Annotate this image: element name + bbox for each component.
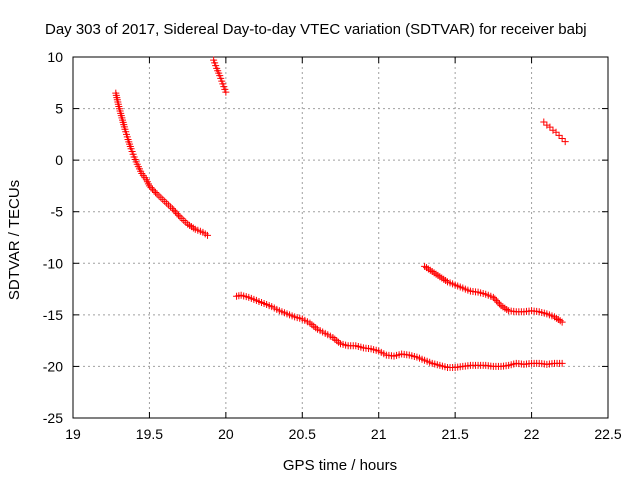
x-tick-label: 20	[218, 426, 234, 442]
data-point-marker	[174, 211, 182, 219]
data-point-marker	[558, 134, 566, 142]
series-track-a	[112, 89, 212, 239]
data-point-marker	[558, 359, 566, 367]
x-tick-label: 21	[371, 426, 387, 442]
data-point-marker	[204, 231, 212, 239]
data-point-marker	[540, 118, 548, 126]
data-point-marker	[150, 187, 158, 195]
data-point-marker	[180, 216, 188, 224]
x-tick-label: 22.5	[594, 426, 621, 442]
data-point-marker	[155, 192, 163, 200]
y-tick-label: 5	[55, 101, 63, 117]
data-point-marker	[168, 205, 176, 213]
data-points	[112, 56, 569, 371]
data-point-marker	[178, 215, 186, 223]
data-point-marker	[159, 196, 167, 204]
series-track-d	[421, 262, 566, 326]
x-tick-label: 19	[65, 426, 81, 442]
data-point-marker	[163, 199, 171, 207]
data-point-marker	[558, 318, 566, 326]
y-axis-label: SDTVAR / TECUs	[6, 180, 23, 300]
data-point-marker	[170, 206, 178, 214]
y-tick-label: 10	[47, 49, 63, 65]
data-point-marker	[489, 293, 497, 301]
x-axis-label: GPS time / hours	[283, 457, 397, 474]
data-point-marker	[552, 128, 560, 136]
data-point-marker	[333, 337, 341, 345]
y-tick-label: -15	[43, 307, 63, 323]
data-point-marker	[153, 190, 161, 198]
data-point-marker	[222, 88, 230, 96]
data-point-marker	[166, 203, 174, 211]
data-point-marker	[492, 297, 500, 305]
x-tick-label: 20.5	[289, 426, 316, 442]
y-tick-label: -20	[43, 358, 63, 374]
series-track-b	[210, 56, 230, 96]
x-tick-label: 22	[524, 426, 540, 442]
data-point-marker	[495, 300, 503, 308]
data-point-marker	[147, 184, 155, 192]
y-tick-label: -5	[51, 204, 64, 220]
data-point-marker	[176, 213, 184, 221]
plot-frame	[72, 56, 609, 419]
series-track-c	[233, 291, 566, 371]
data-point-marker	[173, 210, 181, 218]
data-point-marker	[310, 322, 318, 330]
data-point-marker	[161, 197, 169, 205]
y-tick-label: -10	[43, 255, 63, 271]
data-point-marker	[561, 138, 569, 146]
series-track-e	[540, 118, 569, 146]
data-point-marker	[148, 185, 156, 193]
data-point-marker	[145, 182, 153, 190]
y-tick-label: 0	[55, 152, 63, 168]
x-tick-label: 21.5	[442, 426, 469, 442]
data-point-marker	[546, 123, 554, 131]
x-tick-label: 19.5	[136, 426, 163, 442]
data-point-marker	[152, 189, 160, 197]
data-point-marker	[157, 194, 165, 202]
data-point-marker	[182, 218, 190, 226]
data-point-marker	[165, 201, 173, 209]
data-point-marker	[494, 298, 502, 306]
axis-ticks: 19 19.5 20 20.5 21 21.5 22 22.5 -25 -20 -15 -10 -5 0 5…	[43, 49, 622, 442]
chart-title: Day 303 of 2017, Sidereal Day-to-day VTE…	[45, 21, 587, 38]
data-point-marker	[171, 208, 179, 216]
data-point-marker	[491, 295, 499, 303]
data-point-marker	[555, 131, 563, 139]
y-tick-label: -25	[43, 410, 63, 426]
